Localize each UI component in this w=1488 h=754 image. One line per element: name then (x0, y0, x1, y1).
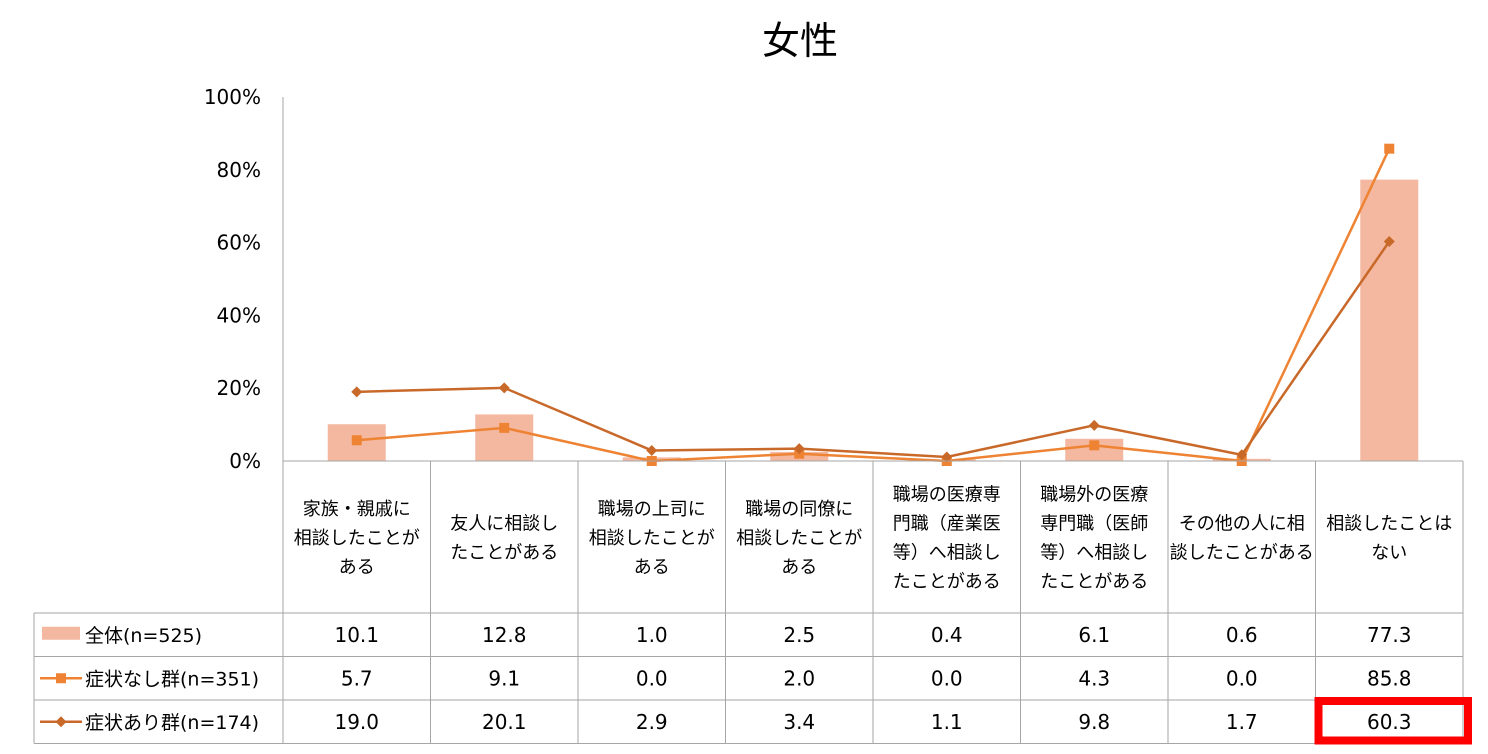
bar (475, 414, 534, 461)
data-cell: 77.3 (1367, 623, 1412, 647)
category-label: ある (781, 557, 817, 578)
category-label: 専門職（医師 (1040, 514, 1148, 535)
y-tick-label: 0% (229, 449, 261, 473)
data-cell: 2.9 (636, 710, 668, 734)
legend-marker (55, 716, 67, 728)
data-cell: 0.4 (931, 623, 963, 647)
category-label: 相談したことは (1326, 514, 1452, 535)
data-cell: 0.0 (931, 666, 963, 690)
point-marker (793, 443, 805, 455)
data-cell: 1.1 (931, 710, 963, 734)
data-cell: 1.0 (636, 623, 668, 647)
point-marker (499, 422, 510, 433)
data-cell: 10.1 (334, 623, 379, 647)
data-cell: 12.8 (482, 623, 527, 647)
category-label: 等）へ相談し (1040, 543, 1148, 564)
data-cell: 60.3 (1367, 710, 1412, 734)
legend-label: 全体(n=525) (85, 625, 202, 647)
category-label: たことがある (450, 543, 558, 564)
data-cell: 2.0 (783, 666, 815, 690)
category-label: 相談したことが (736, 528, 862, 549)
category-label: 職場外の医療 (1040, 485, 1148, 506)
point-marker (498, 382, 510, 394)
y-tick-label: 20% (217, 376, 261, 400)
legend-marker (56, 673, 66, 684)
data-cell: 4.3 (1078, 666, 1110, 690)
line-series (283, 143, 1463, 466)
data-cell: 6.1 (1078, 623, 1110, 647)
y-tick-label: 80% (217, 158, 261, 182)
legend-swatch (42, 626, 80, 640)
category-label: 談したことがある (1170, 543, 1314, 564)
y-tick-label: 40% (217, 303, 261, 327)
category-label: 職場の医療専 (893, 485, 1001, 506)
category-label: 相談したことが (589, 528, 715, 549)
y-axis: 0% 20% 40% 60% 80% 100% (204, 85, 284, 613)
category-label: 友人に相談し (450, 514, 558, 535)
category-label: ある (339, 557, 375, 578)
data-cell: 0.0 (1226, 666, 1258, 690)
data-cell: 5.7 (341, 666, 373, 690)
category-label: 家族・親戚に (303, 499, 411, 520)
category-label: ない (1371, 543, 1407, 564)
data-cell: 2.5 (783, 623, 815, 647)
point-marker (646, 444, 658, 456)
data-cell: 19.0 (334, 710, 379, 734)
series-line (356, 240, 1391, 459)
point-marker (1088, 419, 1100, 431)
category-label: たことがある (1040, 572, 1148, 593)
data-cell: 0.6 (1226, 623, 1258, 647)
data-cell: 9.8 (1078, 710, 1110, 734)
y-tick-label: 60% (217, 231, 261, 255)
point-marker (1089, 440, 1100, 451)
chart-title: 女性 (762, 19, 838, 63)
category-label: 門職（産業医 (893, 514, 1001, 535)
point-marker (1383, 236, 1395, 248)
bar (1360, 179, 1419, 462)
data-table: 家族・親戚に相談したことがある友人に相談したことがある職場の上司に相談したことが… (33, 461, 1472, 745)
point-marker (941, 451, 953, 463)
point-marker (1384, 143, 1395, 154)
data-cell: 9.1 (488, 666, 520, 690)
point-marker (351, 435, 362, 446)
category-label: 等）へ相談し (893, 543, 1001, 564)
data-cell: 20.1 (482, 710, 527, 734)
legend-label: 症状なし群(n=351) (85, 668, 259, 690)
highlight-box (1314, 697, 1472, 745)
category-label: ある (634, 557, 670, 578)
y-tick-label: 100% (204, 85, 261, 109)
data-cell: 85.8 (1367, 666, 1412, 690)
data-cell: 3.4 (783, 710, 815, 734)
bar-series (327, 179, 1419, 462)
data-cell: 0.0 (636, 666, 668, 690)
category-label: 職場の同僚に (745, 499, 853, 520)
data-cell: 1.7 (1226, 710, 1258, 734)
legend-label: 症状あり群(n=174) (85, 712, 259, 734)
category-label: 職場の上司に (598, 499, 706, 520)
category-label: その他の人に相 (1179, 514, 1305, 535)
category-label: たことがある (893, 572, 1001, 593)
series-line (356, 148, 1391, 463)
category-label: 相談したことが (294, 528, 420, 549)
point-marker (351, 386, 363, 398)
point-marker (1236, 449, 1248, 461)
